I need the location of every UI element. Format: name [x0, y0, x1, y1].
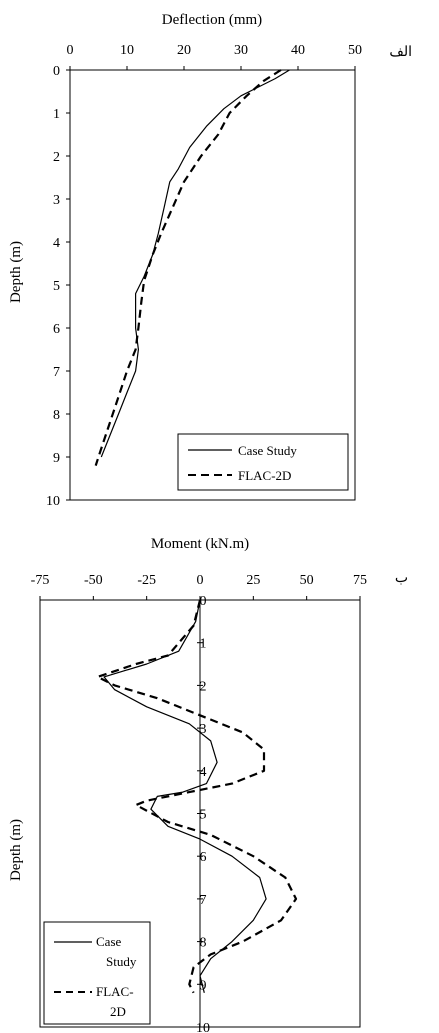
- legend-label-case-study-line2: Study: [106, 954, 137, 969]
- deflection-y-tick-label: 1: [53, 107, 60, 122]
- deflection-series-case-study-line: [100, 69, 290, 458]
- moment-y-tick-label: 1: [200, 637, 207, 652]
- moment-y-tick-label: 8: [200, 936, 207, 951]
- moment-x-tick-label: -50: [84, 573, 103, 588]
- deflection-y-tick-label: 6: [53, 322, 60, 337]
- legend-label-flac-2d-line1: FLAC-: [96, 984, 134, 999]
- deflection-y-tick-label: 2: [53, 150, 60, 165]
- moment-x-tick-label: 25: [246, 573, 260, 588]
- legend-label-flac-2d: FLAC-2D: [238, 468, 291, 483]
- deflection-x-tick-label: 40: [291, 43, 305, 58]
- moment-y-tick-label: 2: [200, 679, 207, 694]
- moment-y-tick-label: 5: [200, 808, 207, 823]
- deflection-y-tick-label: 3: [53, 193, 60, 208]
- deflection-x-tick-label: 0: [67, 43, 74, 58]
- legend-label-case-study: Case Study: [238, 443, 297, 458]
- deflection-legend: Case Study FLAC-2D: [177, 433, 349, 491]
- deflection-y-tick-label: 4: [53, 236, 60, 251]
- moment-y-axis-title: Depth (m): [8, 819, 24, 881]
- legend-label-case-study-line1: Case: [96, 934, 122, 949]
- moment-series-case-study-line: [103, 599, 267, 993]
- deflection-y-tick-label: 5: [53, 279, 60, 294]
- deflection-series-flac-2d-line: [94, 69, 282, 466]
- deflection-panel: Deflection (mm) Depth (m) الف 0 10 20 30 40 5…: [8, 12, 412, 509]
- moment-panel: Moment (kN.m) Depth (m) ب -75 -50 -25 0 25 50…: [8, 536, 408, 1033]
- moment-y-tick-label: 7: [200, 893, 207, 908]
- deflection-y-tick-label: 9: [53, 451, 60, 466]
- moment-legend: Case Study FLAC- 2D: [43, 921, 151, 1025]
- moment-x-tick-label: -75: [31, 573, 50, 588]
- deflection-y-axis-title: Depth (m): [8, 241, 24, 303]
- deflection-x-tick-label: 30: [234, 43, 248, 58]
- moment-x-tick-label: 75: [353, 573, 367, 588]
- deflection-panel-label: الف: [389, 45, 412, 60]
- moment-y-tick-label: 3: [200, 722, 207, 737]
- deflection-legend-box: [177, 433, 349, 491]
- moment-x-axis-title: Moment (kN.m): [151, 536, 249, 552]
- moment-y-tick-label: 6: [200, 850, 207, 865]
- legend-label-flac-2d-line2: 2D: [110, 1004, 126, 1019]
- moment-panel-label: ب: [395, 571, 408, 586]
- deflection-y-tick-label: 8: [53, 408, 60, 423]
- deflection-y-tick-label: 0: [53, 64, 60, 79]
- deflection-x-axis-title: Deflection (mm): [162, 12, 262, 28]
- deflection-y-tick-label: 10: [46, 494, 60, 509]
- moment-y-tick-label: 4: [200, 765, 207, 780]
- moment-y-tick-label: 0: [200, 594, 207, 609]
- moment-y-tick-label: 10: [196, 1021, 210, 1033]
- moment-x-tick-label: -25: [137, 573, 156, 588]
- deflection-x-tick-label: 20: [177, 43, 191, 58]
- deflection-x-tick-label: 50: [348, 43, 362, 58]
- moment-series-flac-2d-line: [96, 599, 298, 994]
- moment-legend-box: [43, 921, 151, 1025]
- moment-x-tick-label: 0: [197, 573, 204, 588]
- deflection-y-tick-label: 7: [53, 365, 60, 380]
- deflection-x-tick-label: 10: [120, 43, 134, 58]
- moment-x-tick-label: 50: [300, 573, 314, 588]
